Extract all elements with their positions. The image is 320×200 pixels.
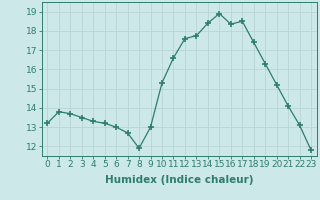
X-axis label: Humidex (Indice chaleur): Humidex (Indice chaleur): [105, 175, 253, 185]
